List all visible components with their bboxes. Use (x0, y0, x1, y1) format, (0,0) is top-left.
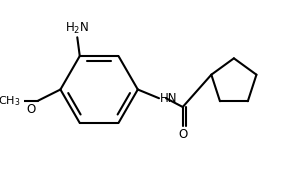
Text: O: O (27, 103, 36, 116)
Text: HN: HN (160, 92, 178, 105)
Text: CH$_3$: CH$_3$ (0, 94, 20, 108)
Text: O: O (178, 128, 187, 141)
Text: H$_2$N: H$_2$N (65, 21, 89, 36)
